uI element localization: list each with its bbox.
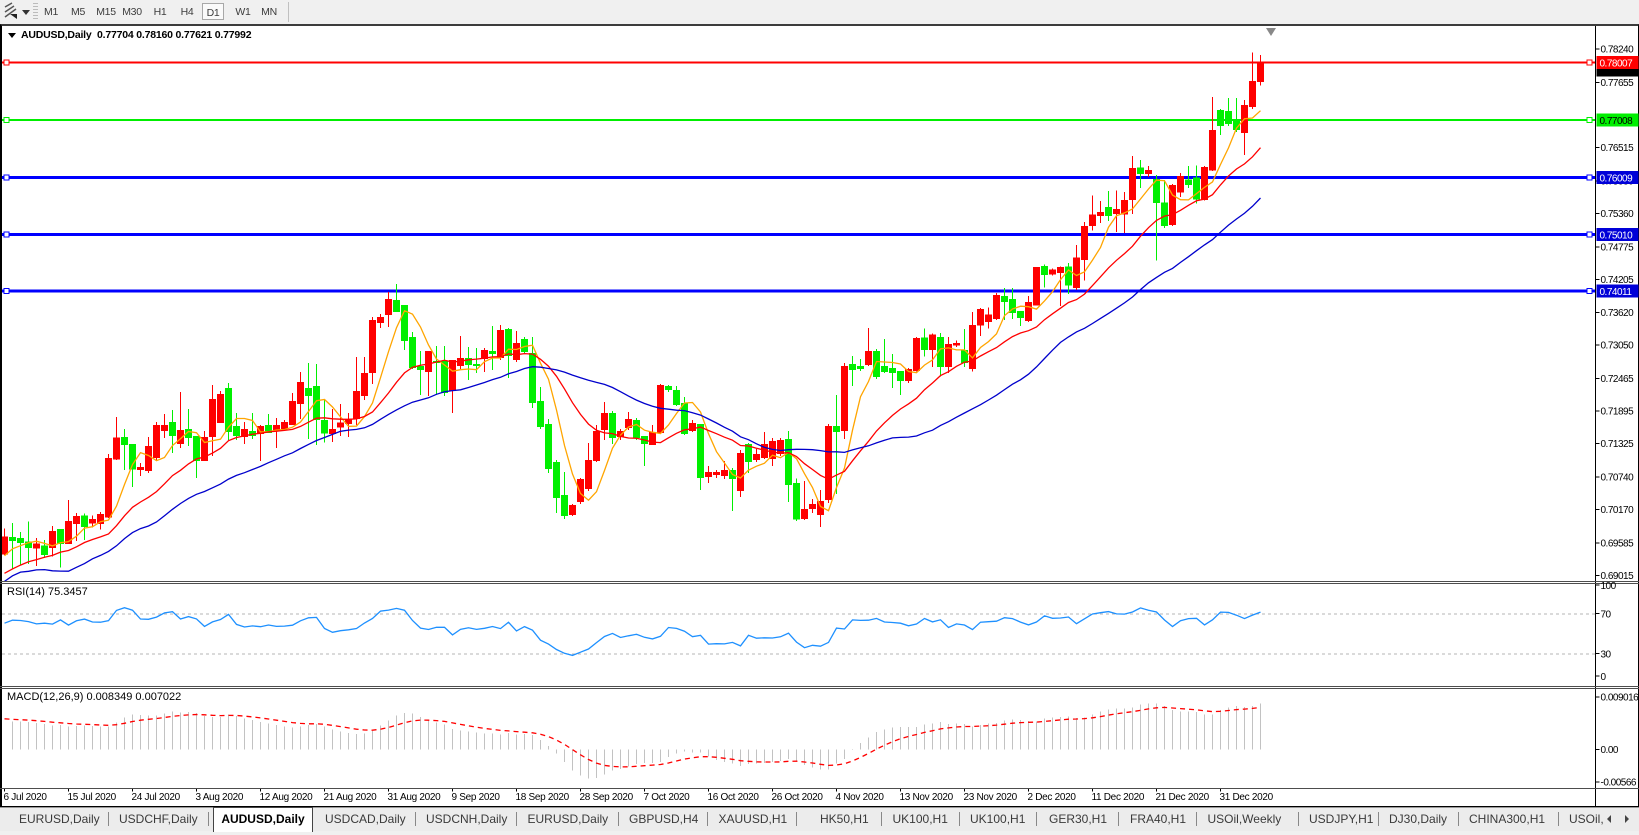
svg-text:0.74205: 0.74205 xyxy=(1601,275,1635,286)
svg-text:RSI(14) 75.3457: RSI(14) 75.3457 xyxy=(7,586,88,598)
svg-text:0.76515: 0.76515 xyxy=(1601,143,1635,154)
svg-text:9 Sep 2020: 9 Sep 2020 xyxy=(452,792,501,803)
svg-text:26 Oct 2020: 26 Oct 2020 xyxy=(772,792,824,803)
svg-text:0.71325: 0.71325 xyxy=(1601,439,1635,450)
svg-text:0.69015: 0.69015 xyxy=(1601,571,1635,582)
svg-text:0.77008: 0.77008 xyxy=(1600,116,1634,127)
svg-text:16 Oct 2020: 16 Oct 2020 xyxy=(708,792,760,803)
svg-text:0.69585: 0.69585 xyxy=(1601,538,1635,549)
svg-text:0.74775: 0.74775 xyxy=(1601,242,1635,253)
svg-text:2 Dec 2020: 2 Dec 2020 xyxy=(1028,792,1077,803)
svg-text:23 Nov 2020: 23 Nov 2020 xyxy=(964,792,1018,803)
svg-text:0.73620: 0.73620 xyxy=(1601,308,1635,319)
svg-text:100: 100 xyxy=(1601,581,1617,592)
svg-text:21 Aug 2020: 21 Aug 2020 xyxy=(324,792,378,803)
svg-text:12 Aug 2020: 12 Aug 2020 xyxy=(260,792,314,803)
svg-text:7 Oct 2020: 7 Oct 2020 xyxy=(644,792,691,803)
svg-text:0.78007: 0.78007 xyxy=(1600,59,1634,70)
svg-text:0.75360: 0.75360 xyxy=(1601,209,1635,220)
svg-text:0.00: 0.00 xyxy=(1601,745,1619,756)
svg-text:0.009016: 0.009016 xyxy=(1601,693,1639,704)
svg-text:0.73050: 0.73050 xyxy=(1601,341,1635,352)
svg-text:0.71895: 0.71895 xyxy=(1601,407,1635,418)
svg-text:AUDUSD,Daily 0.77704 0.78160: AUDUSD,Daily 0.77704 0.78160 0.77621 0.7… xyxy=(21,29,252,41)
svg-text:0.74011: 0.74011 xyxy=(1600,287,1633,298)
svg-text:70: 70 xyxy=(1601,610,1612,621)
svg-text:-0.00566: -0.00566 xyxy=(1601,778,1637,789)
svg-text:31 Aug 2020: 31 Aug 2020 xyxy=(388,792,442,803)
svg-text:0.76009: 0.76009 xyxy=(1600,174,1634,185)
svg-text:0.70740: 0.70740 xyxy=(1601,472,1635,483)
svg-text:0.78240: 0.78240 xyxy=(1601,45,1635,56)
svg-text:0.70170: 0.70170 xyxy=(1601,505,1635,516)
svg-text:13 Nov 2020: 13 Nov 2020 xyxy=(900,792,954,803)
svg-text:11 Dec 2020: 11 Dec 2020 xyxy=(1092,792,1145,803)
svg-text:MACD(12,26,9) 0.008349 0.00702: MACD(12,26,9) 0.008349 0.007022 xyxy=(7,691,181,703)
svg-text:31 Dec 2020: 31 Dec 2020 xyxy=(1220,792,1274,803)
svg-text:0.75010: 0.75010 xyxy=(1600,231,1634,242)
svg-text:30: 30 xyxy=(1601,650,1612,661)
svg-text:3 Aug 2020: 3 Aug 2020 xyxy=(196,792,244,803)
svg-text:24 Jul 2020: 24 Jul 2020 xyxy=(132,792,181,803)
svg-text:0: 0 xyxy=(1601,672,1607,683)
svg-text:21 Dec 2020: 21 Dec 2020 xyxy=(1156,792,1210,803)
svg-text:0.77655: 0.77655 xyxy=(1601,78,1635,89)
svg-text:6 Jul 2020: 6 Jul 2020 xyxy=(4,792,48,803)
svg-text:4 Nov 2020: 4 Nov 2020 xyxy=(836,792,885,803)
svg-text:0.72465: 0.72465 xyxy=(1601,374,1635,385)
svg-text:28 Sep 2020: 28 Sep 2020 xyxy=(580,792,634,803)
svg-text:18 Sep 2020: 18 Sep 2020 xyxy=(516,792,570,803)
svg-text:15 Jul 2020: 15 Jul 2020 xyxy=(68,792,117,803)
